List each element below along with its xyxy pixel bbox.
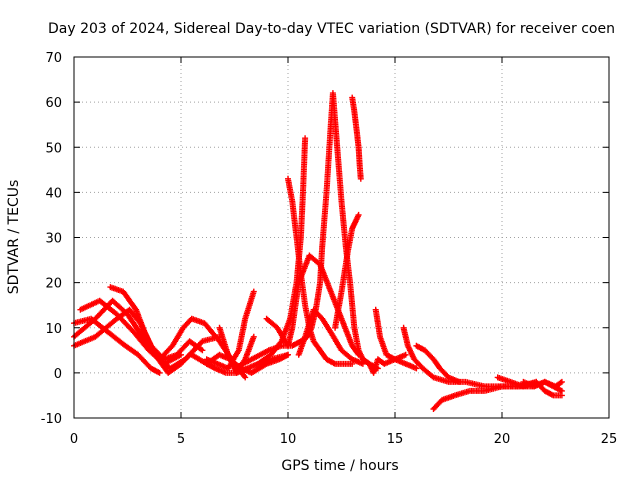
series-track-16 [332, 211, 362, 331]
y-tick-label: 40 [45, 186, 62, 201]
point-marks [372, 306, 420, 372]
series-track-12 [231, 90, 381, 372]
series-track-17 [349, 94, 364, 182]
point-marks [203, 288, 257, 372]
chart-title: Day 203 of 2024, Sidereal Day-to-day VTE… [48, 21, 615, 37]
data-points [71, 90, 565, 412]
point-marks [332, 211, 362, 331]
series-track-5 [107, 284, 197, 376]
point-marks [295, 306, 366, 367]
x-tick-label: 20 [494, 432, 511, 447]
point-marks [413, 342, 463, 385]
y-tick-label: 50 [45, 141, 62, 156]
y-tick-label: -10 [41, 412, 62, 427]
series-track-8 [188, 351, 291, 376]
series-track-20 [400, 324, 540, 390]
series-track-10 [203, 288, 257, 372]
series-track-21 [413, 342, 463, 385]
y-tick-label: 20 [45, 277, 62, 292]
y-axis-label: SDTVAR / TECUs [6, 180, 22, 295]
grid-lines [74, 57, 609, 418]
x-tick-label: 10 [280, 432, 297, 447]
y-tick-label: 30 [45, 232, 62, 247]
y-tick-label: 10 [45, 322, 62, 337]
point-marks [400, 324, 540, 390]
series-track-24 [520, 378, 565, 390]
point-marks [520, 378, 565, 390]
x-axis-ticks: 0 5 10 15 20 25 [70, 57, 617, 447]
point-marks [107, 284, 197, 376]
x-tick-label: 15 [387, 432, 404, 447]
x-tick-label: 5 [177, 432, 185, 447]
y-tick-label: 60 [45, 96, 62, 111]
series-track-15 [295, 306, 366, 367]
point-marks [231, 90, 381, 372]
y-axis-ticks: -10 0 10 20 30 40 50 60 70 [41, 51, 609, 427]
point-marks [188, 351, 291, 376]
x-tick-label: 25 [601, 432, 618, 447]
point-marks [349, 94, 364, 182]
y-tick-label: 0 [54, 367, 62, 382]
x-tick-label: 0 [70, 432, 78, 447]
series-track-19 [372, 306, 420, 372]
x-axis-label: GPS time / hours [281, 458, 398, 474]
y-tick-label: 70 [45, 51, 62, 66]
